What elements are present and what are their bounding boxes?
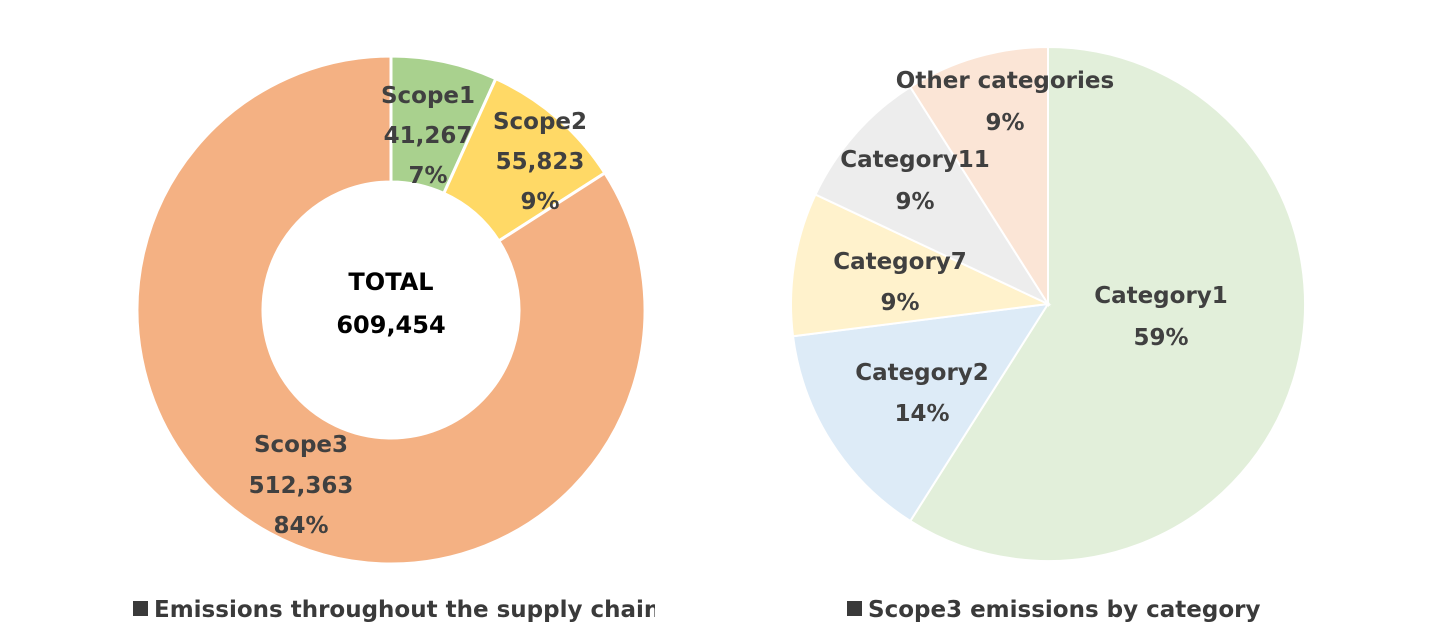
pie-slice-other-categories — [908, 45, 1049, 308]
pie-label-category2: Category2 — [855, 360, 989, 386]
donut-value-scope2: 55,823 — [496, 149, 585, 175]
donut-percent-scope3: 84% — [273, 513, 328, 539]
donut-percent-scope2: 9% — [520, 189, 559, 215]
pie-slice-category1 — [908, 45, 1306, 562]
pie-label-category1: Category1 — [1094, 283, 1228, 309]
pie-percent-category2: 14% — [894, 401, 949, 427]
pie-slice-category11 — [814, 85, 1051, 307]
square-bullet-icon — [847, 601, 862, 616]
pie-label-category11: Category11 — [840, 147, 990, 173]
pie-percent-other-categories: 9% — [985, 110, 1024, 136]
donut-label-scope2: Scope2 — [493, 109, 587, 135]
pie-percent-category11: 9% — [895, 189, 934, 215]
pie-percent-category1: 59% — [1133, 325, 1188, 351]
donut-value-scope1: 41,267 — [384, 123, 473, 149]
pie-slice-category2 — [791, 302, 1050, 523]
pie-chart-title: Scope3 emissions by category — [847, 597, 1260, 623]
donut-label-scope3: Scope3 — [254, 432, 348, 458]
donut-chart-title: Emissions throughout the supply chain — [133, 597, 655, 623]
donut-center-value: 609,454 — [336, 311, 445, 339]
square-bullet-icon — [133, 601, 148, 616]
pie-label-category7: Category7 — [833, 249, 967, 275]
donut-center-label: TOTAL — [348, 268, 433, 296]
donut-value-scope3: 512,363 — [249, 473, 354, 499]
donut-label-scope1: Scope1 — [381, 83, 475, 109]
pie-label-other-categories: Other categories — [896, 68, 1114, 94]
donut-chart-title-text: Emissions throughout the supply chain — [154, 597, 655, 623]
donut-slice-scope3 — [135, 54, 647, 566]
pie-percent-category7: 9% — [880, 290, 919, 316]
pie-slice-category7 — [790, 193, 1052, 338]
charts-canvas: Scope1 41,267 7% Scope2 55,823 9% Scope3 512,36… — [135, 45, 1306, 566]
donut-chart-supply-chain: Scope1 41,267 7% Scope2 55,823 9% Scope3 512,36… — [135, 54, 647, 566]
pie-chart-title-text: Scope3 emissions by category — [868, 597, 1261, 623]
donut-percent-scope1: 7% — [408, 163, 447, 189]
pie-chart-scope3-categories: Category1 59% Category2 14% Category7 9% Categ… — [790, 45, 1306, 562]
